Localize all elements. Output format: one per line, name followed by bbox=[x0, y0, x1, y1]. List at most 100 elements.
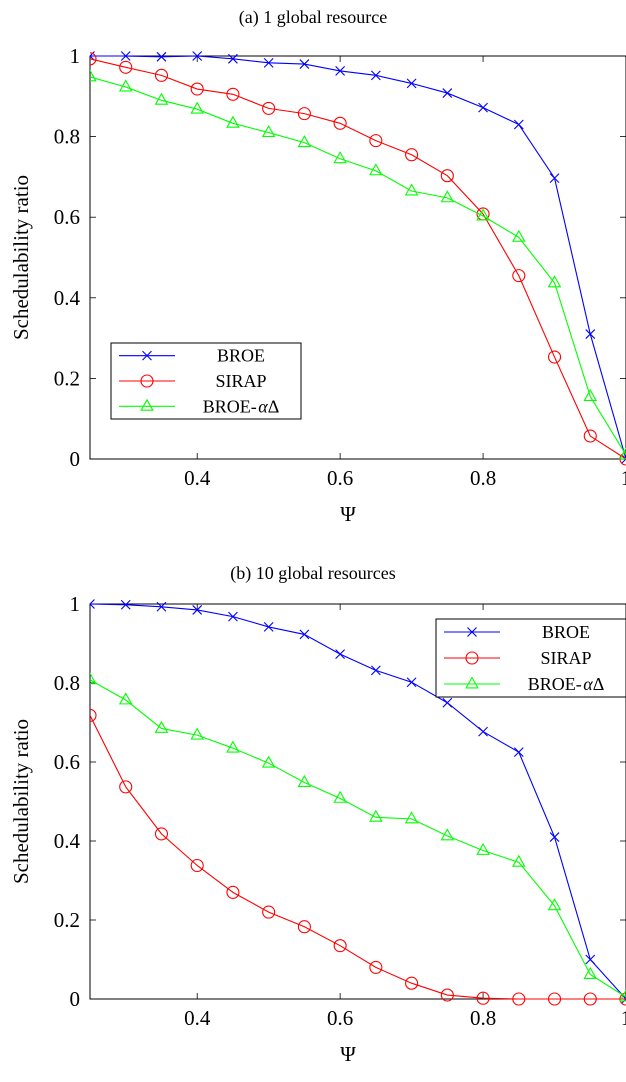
x-tick-label: 0.4 bbox=[184, 466, 211, 490]
data-point-marker bbox=[547, 992, 562, 1006]
data-point-marker bbox=[442, 88, 453, 98]
data-point-marker bbox=[442, 697, 453, 708]
data-point-marker bbox=[478, 102, 488, 113]
chart-b-title: (b) 10 global resources bbox=[230, 563, 396, 583]
data-point-marker bbox=[140, 374, 154, 388]
data-point-marker bbox=[583, 429, 597, 443]
x-tick-label: 0.4 bbox=[184, 1006, 211, 1030]
data-point-marker bbox=[405, 148, 419, 162]
data-point-marker bbox=[261, 124, 276, 138]
data-point-marker bbox=[583, 388, 598, 401]
data-point-marker bbox=[583, 966, 598, 979]
y-tick-label: 1 bbox=[70, 44, 81, 68]
data-point-marker bbox=[120, 51, 131, 61]
x-tick-label: 0.8 bbox=[470, 1006, 496, 1030]
data-point-marker bbox=[333, 790, 347, 803]
data-point-marker bbox=[549, 173, 560, 183]
data-point-marker bbox=[118, 692, 133, 705]
x-tick-label: 0.8 bbox=[470, 466, 496, 490]
data-point-marker bbox=[190, 727, 204, 740]
data-point-marker bbox=[261, 755, 276, 768]
y-tick-label: 0 bbox=[70, 447, 81, 471]
data-point-marker bbox=[190, 82, 204, 96]
data-point-marker bbox=[297, 920, 311, 934]
series-line-sirap bbox=[90, 715, 626, 1000]
legend-label: BROE bbox=[542, 622, 590, 642]
data-point-marker bbox=[142, 350, 152, 361]
data-point-marker bbox=[512, 992, 526, 1006]
y-tick-label: 0.4 bbox=[54, 829, 81, 853]
data-point-marker bbox=[226, 87, 240, 101]
x-tick-label: 0.6 bbox=[327, 466, 353, 490]
data-point-marker bbox=[118, 79, 133, 92]
data-point-marker bbox=[369, 134, 383, 148]
data-point-marker bbox=[119, 60, 133, 74]
legend: BROE SIRAP BROE- αΔ bbox=[435, 618, 626, 698]
data-point-marker bbox=[90, 708, 97, 722]
x-axis-label: Ψ bbox=[340, 1042, 356, 1066]
data-point-marker bbox=[512, 269, 526, 283]
data-point-marker bbox=[226, 740, 240, 753]
plot-frame bbox=[89, 603, 626, 1000]
data-point-marker bbox=[619, 447, 626, 460]
data-point-marker bbox=[547, 350, 562, 364]
y-tick-label: 0.6 bbox=[54, 750, 80, 774]
chart-b: 0.4 0.6 0.8 1 0 0.2 0.4 0.6 0.8 1 Ψ Schedulability … bbox=[9, 592, 626, 1066]
data-point-marker bbox=[512, 229, 526, 242]
data-point-marker bbox=[262, 905, 276, 919]
data-point-marker bbox=[335, 649, 346, 660]
data-point-marker bbox=[140, 398, 154, 411]
data-point-marker bbox=[585, 329, 596, 339]
data-point-marker bbox=[370, 70, 381, 81]
data-point-marker bbox=[619, 992, 626, 1006]
series-line-broe bbox=[90, 603, 626, 1000]
y-axis-label: Schedulability ratio bbox=[9, 175, 33, 340]
series-line-broe- bbox=[90, 679, 626, 998]
data-point-marker bbox=[299, 629, 310, 640]
data-point-marker bbox=[440, 169, 454, 183]
data-point-marker bbox=[262, 101, 276, 115]
data-point-marker bbox=[476, 842, 490, 855]
data-point-marker bbox=[297, 774, 312, 787]
data-point-marker bbox=[190, 101, 204, 114]
data-point-marker bbox=[156, 51, 167, 62]
data-point-marker bbox=[154, 68, 169, 82]
data-point-marker bbox=[583, 992, 597, 1006]
data-point-marker bbox=[154, 720, 169, 733]
data-point-marker bbox=[190, 858, 204, 873]
x-tick-label: 0.6 bbox=[327, 1006, 353, 1030]
series-line-sirap bbox=[90, 58, 626, 460]
data-point-marker bbox=[228, 53, 238, 64]
y-axis-label: Schedulability ratio bbox=[9, 719, 33, 884]
data-point-marker bbox=[154, 92, 169, 105]
y-tick-label: 0.4 bbox=[54, 286, 81, 310]
data-point-marker bbox=[335, 66, 346, 76]
data-point-marker bbox=[333, 116, 347, 130]
data-point-marker bbox=[192, 605, 203, 615]
data-point-marker bbox=[90, 672, 97, 685]
data-point-marker bbox=[513, 119, 524, 130]
data-point-marker bbox=[119, 780, 133, 794]
data-point-marker bbox=[513, 747, 524, 758]
legend: BROE SIRAP BROE- αΔ bbox=[110, 342, 302, 420]
data-point-marker bbox=[467, 627, 477, 637]
plot-area bbox=[90, 599, 626, 1006]
data-point-marker bbox=[585, 954, 596, 965]
data-point-marker bbox=[90, 69, 97, 82]
y-tick-label: 1 bbox=[70, 592, 81, 616]
data-point-marker bbox=[297, 135, 312, 148]
data-point-marker bbox=[90, 52, 97, 66]
data-point-marker bbox=[370, 665, 381, 676]
x-tick-label: 1 bbox=[621, 1006, 626, 1030]
data-point-marker bbox=[228, 611, 238, 622]
y-tick-label: 0.8 bbox=[54, 671, 80, 695]
legend-label: BROE- αΔ bbox=[203, 396, 280, 416]
data-point-marker bbox=[263, 622, 274, 632]
data-point-marker bbox=[619, 989, 626, 1002]
data-point-marker bbox=[156, 601, 167, 612]
plot-area bbox=[90, 51, 626, 466]
y-tick-label: 0.2 bbox=[54, 366, 80, 390]
data-point-marker bbox=[404, 811, 419, 824]
data-point-marker bbox=[465, 676, 479, 689]
data-point-marker bbox=[465, 651, 479, 665]
